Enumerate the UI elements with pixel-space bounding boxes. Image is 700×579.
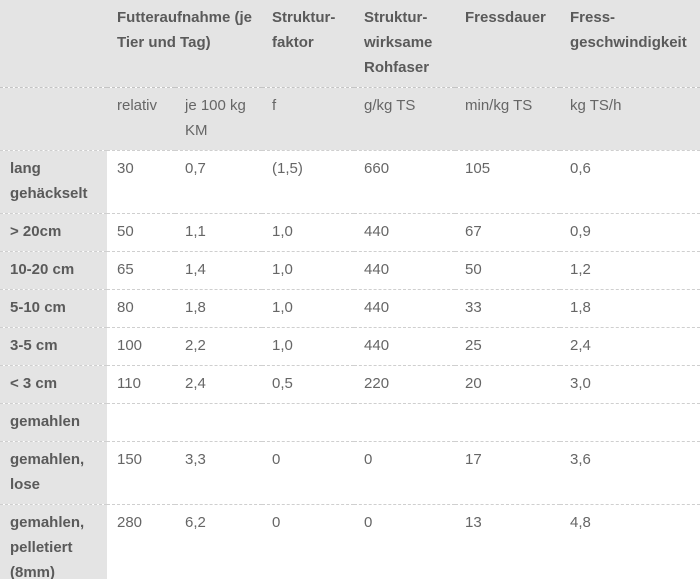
table-cell: 0,9 <box>560 213 700 252</box>
table-cell: 20 <box>455 365 561 404</box>
table-cell: 0 <box>354 504 456 579</box>
table-cell: 1,0 <box>262 289 355 328</box>
table-cell: 50 <box>455 251 561 290</box>
table-cell: 3,3 <box>175 441 263 505</box>
column-header: Fressdauer <box>455 0 561 88</box>
table-row: lang gehäckselt 30 0,7 (1,5) 660 105 0,6 <box>0 150 700 214</box>
unit-header: g/kg TS <box>354 87 456 151</box>
table-cell: 0 <box>262 441 355 505</box>
table-row: gemahlen, pelletiert (8mm) 280 6,2 0 0 13 4,8 <box>0 504 700 579</box>
empty-cell <box>107 403 175 442</box>
table-cell: 150 <box>107 441 175 505</box>
table-cell: 105 <box>455 150 561 214</box>
row-label: 3-5 cm <box>0 327 107 366</box>
column-header: Fress-geschwindigkeit <box>560 0 700 88</box>
table-row: > 20cm 50 1,1 1,0 440 67 0,9 <box>0 213 700 252</box>
table-row: 10-20 cm 65 1,4 1,0 440 50 1,2 <box>0 251 700 290</box>
table-cell: 1,2 <box>560 251 700 290</box>
table-cell: 1,1 <box>175 213 263 252</box>
empty-cell <box>175 403 263 442</box>
table-cell: 67 <box>455 213 561 252</box>
corner-cell <box>0 0 107 88</box>
table-cell: 440 <box>354 289 456 328</box>
table-cell: 1,8 <box>175 289 263 328</box>
table-row: 3-5 cm 100 2,2 1,0 440 25 2,4 <box>0 327 700 366</box>
table-row: < 3 cm 110 2,4 0,5 220 20 3,0 <box>0 365 700 404</box>
table-cell: 440 <box>354 327 456 366</box>
table-cell: 33 <box>455 289 561 328</box>
column-header: Struktur-wirksame Rohfaser <box>354 0 456 88</box>
unit-row: relativ je 100 kg KM f g/kg TS min/kg TS kg T… <box>0 87 700 151</box>
table-cell: 2,2 <box>175 327 263 366</box>
table-cell: 3,6 <box>560 441 700 505</box>
table-cell: 1,0 <box>262 213 355 252</box>
table-cell: 30 <box>107 150 175 214</box>
unit-header: je 100 kg KM <box>175 87 263 151</box>
table-cell: 0,7 <box>175 150 263 214</box>
unit-header: min/kg TS <box>455 87 561 151</box>
row-label: gemahlen, lose <box>0 441 107 505</box>
table-cell: 220 <box>354 365 456 404</box>
table-cell: 100 <box>107 327 175 366</box>
table-cell: 17 <box>455 441 561 505</box>
table-cell: 4,8 <box>560 504 700 579</box>
corner-cell <box>0 87 107 151</box>
table-row: gemahlen, lose 150 3,3 0 0 17 3,6 <box>0 441 700 505</box>
table-cell: 0 <box>354 441 456 505</box>
table-cell: 50 <box>107 213 175 252</box>
table-body: lang gehäckselt 30 0,7 (1,5) 660 105 0,6 > 20cm… <box>0 150 700 579</box>
table-header: Futteraufnahme (je Tier und Tag) Struktur… <box>0 0 700 151</box>
row-label: lang gehäckselt <box>0 150 107 214</box>
table-cell: 80 <box>107 289 175 328</box>
table-cell: 2,4 <box>175 365 263 404</box>
table-cell: 13 <box>455 504 561 579</box>
column-header: Futteraufnahme (je Tier und Tag) <box>107 0 263 88</box>
table-cell: 1,0 <box>262 327 355 366</box>
empty-cell <box>262 403 355 442</box>
table-cell: 660 <box>354 150 456 214</box>
table-cell: 0,6 <box>560 150 700 214</box>
table-cell: 65 <box>107 251 175 290</box>
header-row: Futteraufnahme (je Tier und Tag) Struktur… <box>0 0 700 88</box>
table-cell: 25 <box>455 327 561 366</box>
table-cell: 1,4 <box>175 251 263 290</box>
table-row: gemahlen <box>0 403 700 442</box>
table-cell: 440 <box>354 213 456 252</box>
table-cell: 6,2 <box>175 504 263 579</box>
row-label: > 20cm <box>0 213 107 252</box>
unit-header: kg TS/h <box>560 87 700 151</box>
unit-header: relativ <box>107 87 175 151</box>
table-cell: 0,5 <box>262 365 355 404</box>
table-cell: 2,4 <box>560 327 700 366</box>
row-label: 5-10 cm <box>0 289 107 328</box>
table-cell: 440 <box>354 251 456 290</box>
unit-header: f <box>262 87 355 151</box>
empty-cell <box>560 403 700 442</box>
row-label: < 3 cm <box>0 365 107 404</box>
column-header: Struktur-faktor <box>262 0 355 88</box>
table-cell: 110 <box>107 365 175 404</box>
row-label: 10-20 cm <box>0 251 107 290</box>
row-label: gemahlen <box>0 403 107 442</box>
table-cell: 0 <box>262 504 355 579</box>
row-label: gemahlen, pelletiert (8mm) <box>0 504 107 579</box>
table-cell: (1,5) <box>262 150 355 214</box>
empty-cell <box>455 403 561 442</box>
table-cell: 1,0 <box>262 251 355 290</box>
table-cell: 280 <box>107 504 175 579</box>
table-row: 5-10 cm 80 1,8 1,0 440 33 1,8 <box>0 289 700 328</box>
empty-cell <box>354 403 456 442</box>
table-cell: 1,8 <box>560 289 700 328</box>
table-cell: 3,0 <box>560 365 700 404</box>
